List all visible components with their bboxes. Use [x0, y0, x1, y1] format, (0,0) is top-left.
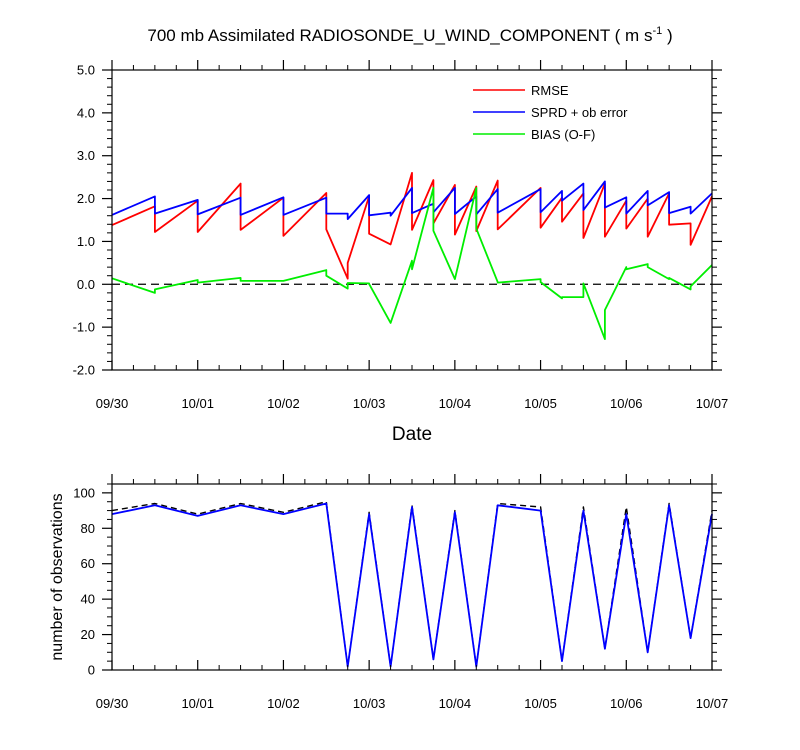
x-tick-label: 09/30 — [96, 696, 129, 711]
series-line-bias-o-f — [111, 186, 713, 341]
legend-label-rmse: RMSE — [531, 83, 569, 98]
bottom-axis-ticks — [102, 474, 722, 671]
legend-label-bias: BIAS (O-F) — [531, 127, 595, 142]
x-tick-label: 10/06 — [610, 696, 643, 711]
top-plot-frame — [111, 69, 713, 371]
x-tick-label: 10/01 — [181, 396, 214, 411]
y-tick-label: 40 — [81, 592, 95, 607]
y-tick-label: 3.0 — [77, 148, 95, 163]
legend-label-sprd: SPRD + ob error — [531, 105, 628, 120]
y-tick-label: 5.0 — [77, 63, 95, 78]
x-tick-label: 10/04 — [439, 696, 472, 711]
y-tick-label: 100 — [73, 485, 95, 500]
legend: RMSE SPRD + ob error BIAS (O-F) — [473, 83, 628, 142]
top-series-group — [111, 171, 713, 341]
y-tick-label: 1.0 — [77, 234, 95, 249]
y-tick-label: 4.0 — [77, 105, 95, 120]
x-tick-label: 10/03 — [353, 396, 386, 411]
y-tick-label: 0.0 — [77, 277, 95, 292]
chart-title: 700 mb Assimilated RADIOSONDE_U_WIND_COM… — [147, 25, 672, 45]
y-tick-label: -1.0 — [73, 320, 95, 335]
x-tick-label: 10/05 — [524, 696, 557, 711]
top-axis-ticks — [102, 60, 722, 371]
x-tick-label: 10/07 — [696, 696, 729, 711]
y-tick-label: -2.0 — [73, 363, 95, 378]
x-tick-label: 10/07 — [696, 396, 729, 411]
x-tick-label: 10/03 — [353, 696, 386, 711]
y-axis-label-observations: number of observations — [49, 493, 66, 660]
x-tick-label: 10/01 — [181, 696, 214, 711]
x-tick-label: 10/05 — [524, 396, 557, 411]
bottom-x-tick-labels: 09/30 10/01 10/02 10/03 10/04 10/05 10/06 10/07 — [96, 696, 729, 711]
x-axis-label: Date — [392, 424, 432, 445]
series-line-sprd-ob-error — [111, 180, 713, 221]
bottom-plot-frame — [111, 483, 713, 671]
bottom-series-group — [111, 501, 713, 668]
y-tick-label: 60 — [81, 556, 95, 571]
x-tick-label: 10/04 — [439, 396, 472, 411]
x-tick-label: 09/30 — [96, 396, 129, 411]
y-tick-label: 0 — [88, 663, 95, 678]
series-line-possible-observations — [111, 501, 713, 668]
x-tick-label: 10/06 — [610, 396, 643, 411]
x-tick-label: 10/02 — [267, 396, 300, 411]
series-line-used-observations — [111, 502, 713, 668]
x-tick-label: 10/02 — [267, 696, 300, 711]
y-tick-label: 80 — [81, 521, 95, 536]
y-tick-label: 2.0 — [77, 191, 95, 206]
top-y-tick-labels: -2.0 -1.0 0.0 1.0 2.0 3.0 4.0 5.0 — [73, 63, 95, 378]
top-x-tick-labels: 09/30 10/01 10/02 10/03 10/04 10/05 10/06 10/07 — [96, 396, 729, 411]
y-tick-label: 20 — [81, 627, 95, 642]
bottom-y-tick-labels: 0 20 40 60 80 100 — [73, 485, 95, 677]
